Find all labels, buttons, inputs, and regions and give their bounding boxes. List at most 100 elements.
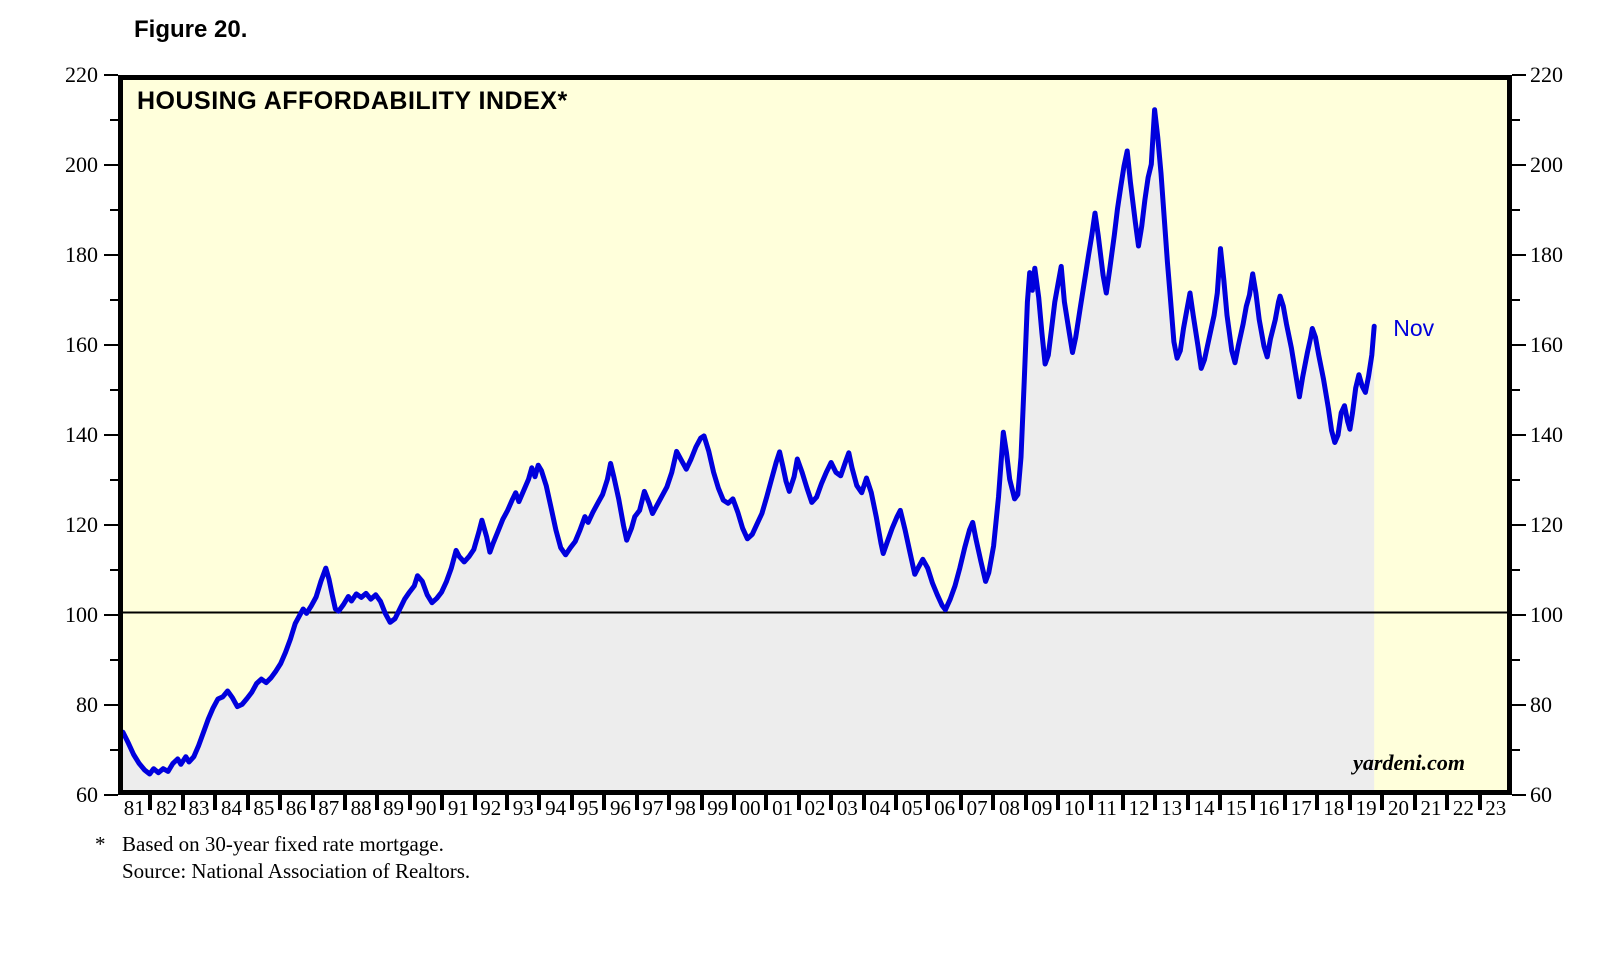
x-axis-label: 09 [1031,796,1053,820]
x-tick [1218,795,1223,810]
x-tick [537,795,542,810]
x-axis-label: 14 [1193,796,1215,820]
x-tick [505,795,510,810]
y-tick-left [110,749,118,751]
y-tick-right [1512,74,1526,76]
last-point-annotation: Nov [1393,315,1435,342]
x-axis-label: 11 [1096,796,1117,820]
x-axis-label: 12 [1128,796,1150,820]
x-axis-label: 81 [123,796,145,820]
x-tick [245,795,250,810]
x-tick [342,795,347,810]
x-tick [1056,795,1061,810]
footnote-line2: Source: National Association of Realtors… [122,859,471,883]
y-tick-right [1512,254,1526,256]
y-tick-left [110,209,118,211]
x-axis-label: 15 [1225,796,1247,820]
x-axis-label: 05 [901,796,923,820]
y-tick-left [104,524,118,526]
y-axis-label-right: 140 [1530,422,1563,447]
x-tick [1283,795,1288,810]
y-axis-label-left: 220 [65,62,98,87]
y-tick-right [1512,479,1520,481]
x-axis-label: 94 [545,796,567,820]
y-tick-left [110,299,118,301]
y-axis-label-left: 160 [65,332,98,357]
y-tick-left [104,704,118,706]
y-axis-label-left: 80 [76,692,98,717]
x-tick [1477,795,1482,810]
y-axis-label-left: 180 [65,242,98,267]
y-tick-right [1512,209,1520,211]
y-tick-right [1512,704,1526,706]
x-tick [1315,795,1320,810]
x-axis-label: 18 [1323,796,1345,820]
y-tick-left [110,479,118,481]
x-tick [1088,795,1093,810]
x-axis-label: 89 [383,796,405,820]
x-axis-label: 07 [966,796,988,820]
x-tick [764,795,769,810]
x-axis-label: 95 [577,796,599,820]
affordability-line [123,107,1377,777]
line-chart [123,80,1507,790]
x-tick [894,795,899,810]
x-tick [991,795,996,810]
x-tick [440,795,445,810]
x-tick [1412,795,1417,810]
x-axis-label: 13 [1161,796,1183,820]
y-tick-right [1512,659,1520,661]
y-tick-left [104,164,118,166]
x-axis-label: 86 [285,796,307,820]
x-tick [213,795,218,810]
x-axis-label: 82 [156,796,178,820]
y-tick-right [1512,569,1520,571]
x-axis-label: 00 [739,796,761,820]
y-tick-left [110,569,118,571]
x-tick [796,795,801,810]
x-axis-label: 87 [318,796,340,820]
x-tick [861,795,866,810]
x-tick [699,795,704,810]
x-axis-label: 91 [447,796,469,820]
x-tick [407,795,412,810]
x-tick [1380,795,1385,810]
x-axis-label: 98 [674,796,696,820]
y-axis-label-left: 60 [76,782,98,807]
x-axis-label: 20 [1388,796,1410,820]
y-axis-label-right: 100 [1530,602,1563,627]
y-tick-right [1512,524,1526,526]
footnote-asterisk: * [95,832,106,856]
y-axis-label-right: 180 [1530,242,1563,267]
y-tick-left [110,389,118,391]
y-tick-right [1512,614,1526,616]
y-tick-right [1512,749,1520,751]
x-axis-label: 06 [934,796,956,820]
y-axis-label-left: 100 [65,602,98,627]
y-axis-label-right: 80 [1530,692,1552,717]
x-axis-label: 96 [609,796,631,820]
x-axis-label: 10 [1063,796,1085,820]
y-tick-right [1512,389,1520,391]
x-axis-label: 85 [253,796,275,820]
x-axis-label: 19 [1355,796,1377,820]
y-tick-left [104,794,118,796]
x-tick [180,795,185,810]
y-axis-label-right: 200 [1530,152,1563,177]
x-axis-label: 22 [1452,796,1474,820]
x-tick [569,795,574,810]
figure-label: Figure 20. [134,16,248,43]
y-tick-right [1512,794,1526,796]
x-tick [1250,795,1255,810]
x-tick [310,795,315,810]
chart-title: HOUSING AFFORDABILITY INDEX* [137,87,568,115]
x-tick [958,795,963,810]
x-tick [1023,795,1028,810]
y-tick-left [104,344,118,346]
x-tick [375,795,380,810]
x-axis-label: 02 [804,796,826,820]
y-axis-label-right: 60 [1530,782,1552,807]
y-tick-left [104,254,118,256]
y-tick-left [110,659,118,661]
x-tick [1185,795,1190,810]
